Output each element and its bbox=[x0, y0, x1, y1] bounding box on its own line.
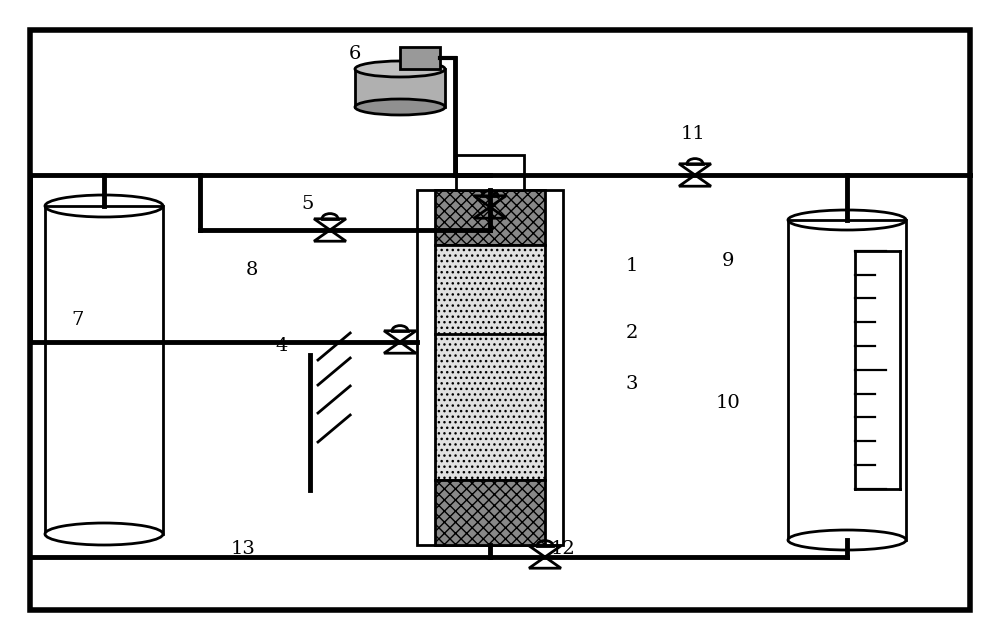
Text: 13: 13 bbox=[231, 540, 255, 558]
Ellipse shape bbox=[45, 523, 163, 545]
Bar bbox=[417, 190, 563, 545]
Ellipse shape bbox=[788, 530, 906, 550]
Bar bbox=[45, 206, 163, 534]
Ellipse shape bbox=[355, 61, 445, 77]
Bar bbox=[435, 480, 545, 545]
Ellipse shape bbox=[355, 99, 445, 115]
Text: 2: 2 bbox=[626, 324, 638, 342]
Text: 4: 4 bbox=[276, 337, 288, 355]
Text: 8: 8 bbox=[246, 261, 258, 279]
Bar bbox=[788, 220, 906, 540]
Text: 3: 3 bbox=[626, 375, 638, 393]
Text: 9: 9 bbox=[722, 252, 734, 270]
Text: 12: 12 bbox=[551, 540, 575, 558]
Bar bbox=[435, 245, 545, 480]
Bar bbox=[435, 190, 545, 245]
Text: 7: 7 bbox=[72, 311, 84, 329]
Bar bbox=[400, 47, 440, 69]
Text: 6: 6 bbox=[349, 45, 361, 63]
Text: 1: 1 bbox=[626, 257, 638, 275]
Bar bbox=[355, 69, 445, 107]
Bar bbox=[456, 155, 524, 190]
Text: 5: 5 bbox=[302, 195, 314, 212]
Text: 10: 10 bbox=[716, 394, 740, 412]
Text: 11: 11 bbox=[681, 125, 705, 143]
